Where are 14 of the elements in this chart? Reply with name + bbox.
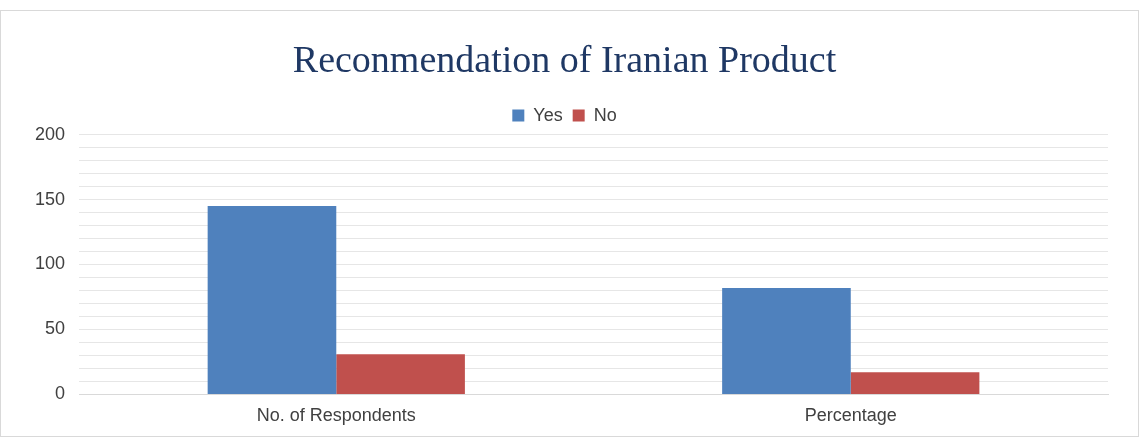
bar <box>722 287 851 394</box>
legend-label: Yes <box>533 104 563 125</box>
y-tick-label: 200 <box>34 123 66 144</box>
chart-title: Reconmendation of Iranian Product <box>292 37 837 80</box>
bar <box>207 206 337 394</box>
y-tick-label: 0 <box>55 383 66 404</box>
x-tick-label: No. of Respondents <box>256 405 416 426</box>
y-tick-label: 100 <box>34 253 66 274</box>
y-tick-label: 150 <box>34 188 66 209</box>
bar <box>850 372 980 394</box>
bar <box>336 354 465 394</box>
x-tick-label: Percentage <box>804 405 897 426</box>
y-tick-label: 50 <box>45 318 66 339</box>
legend-label: No <box>593 104 617 125</box>
